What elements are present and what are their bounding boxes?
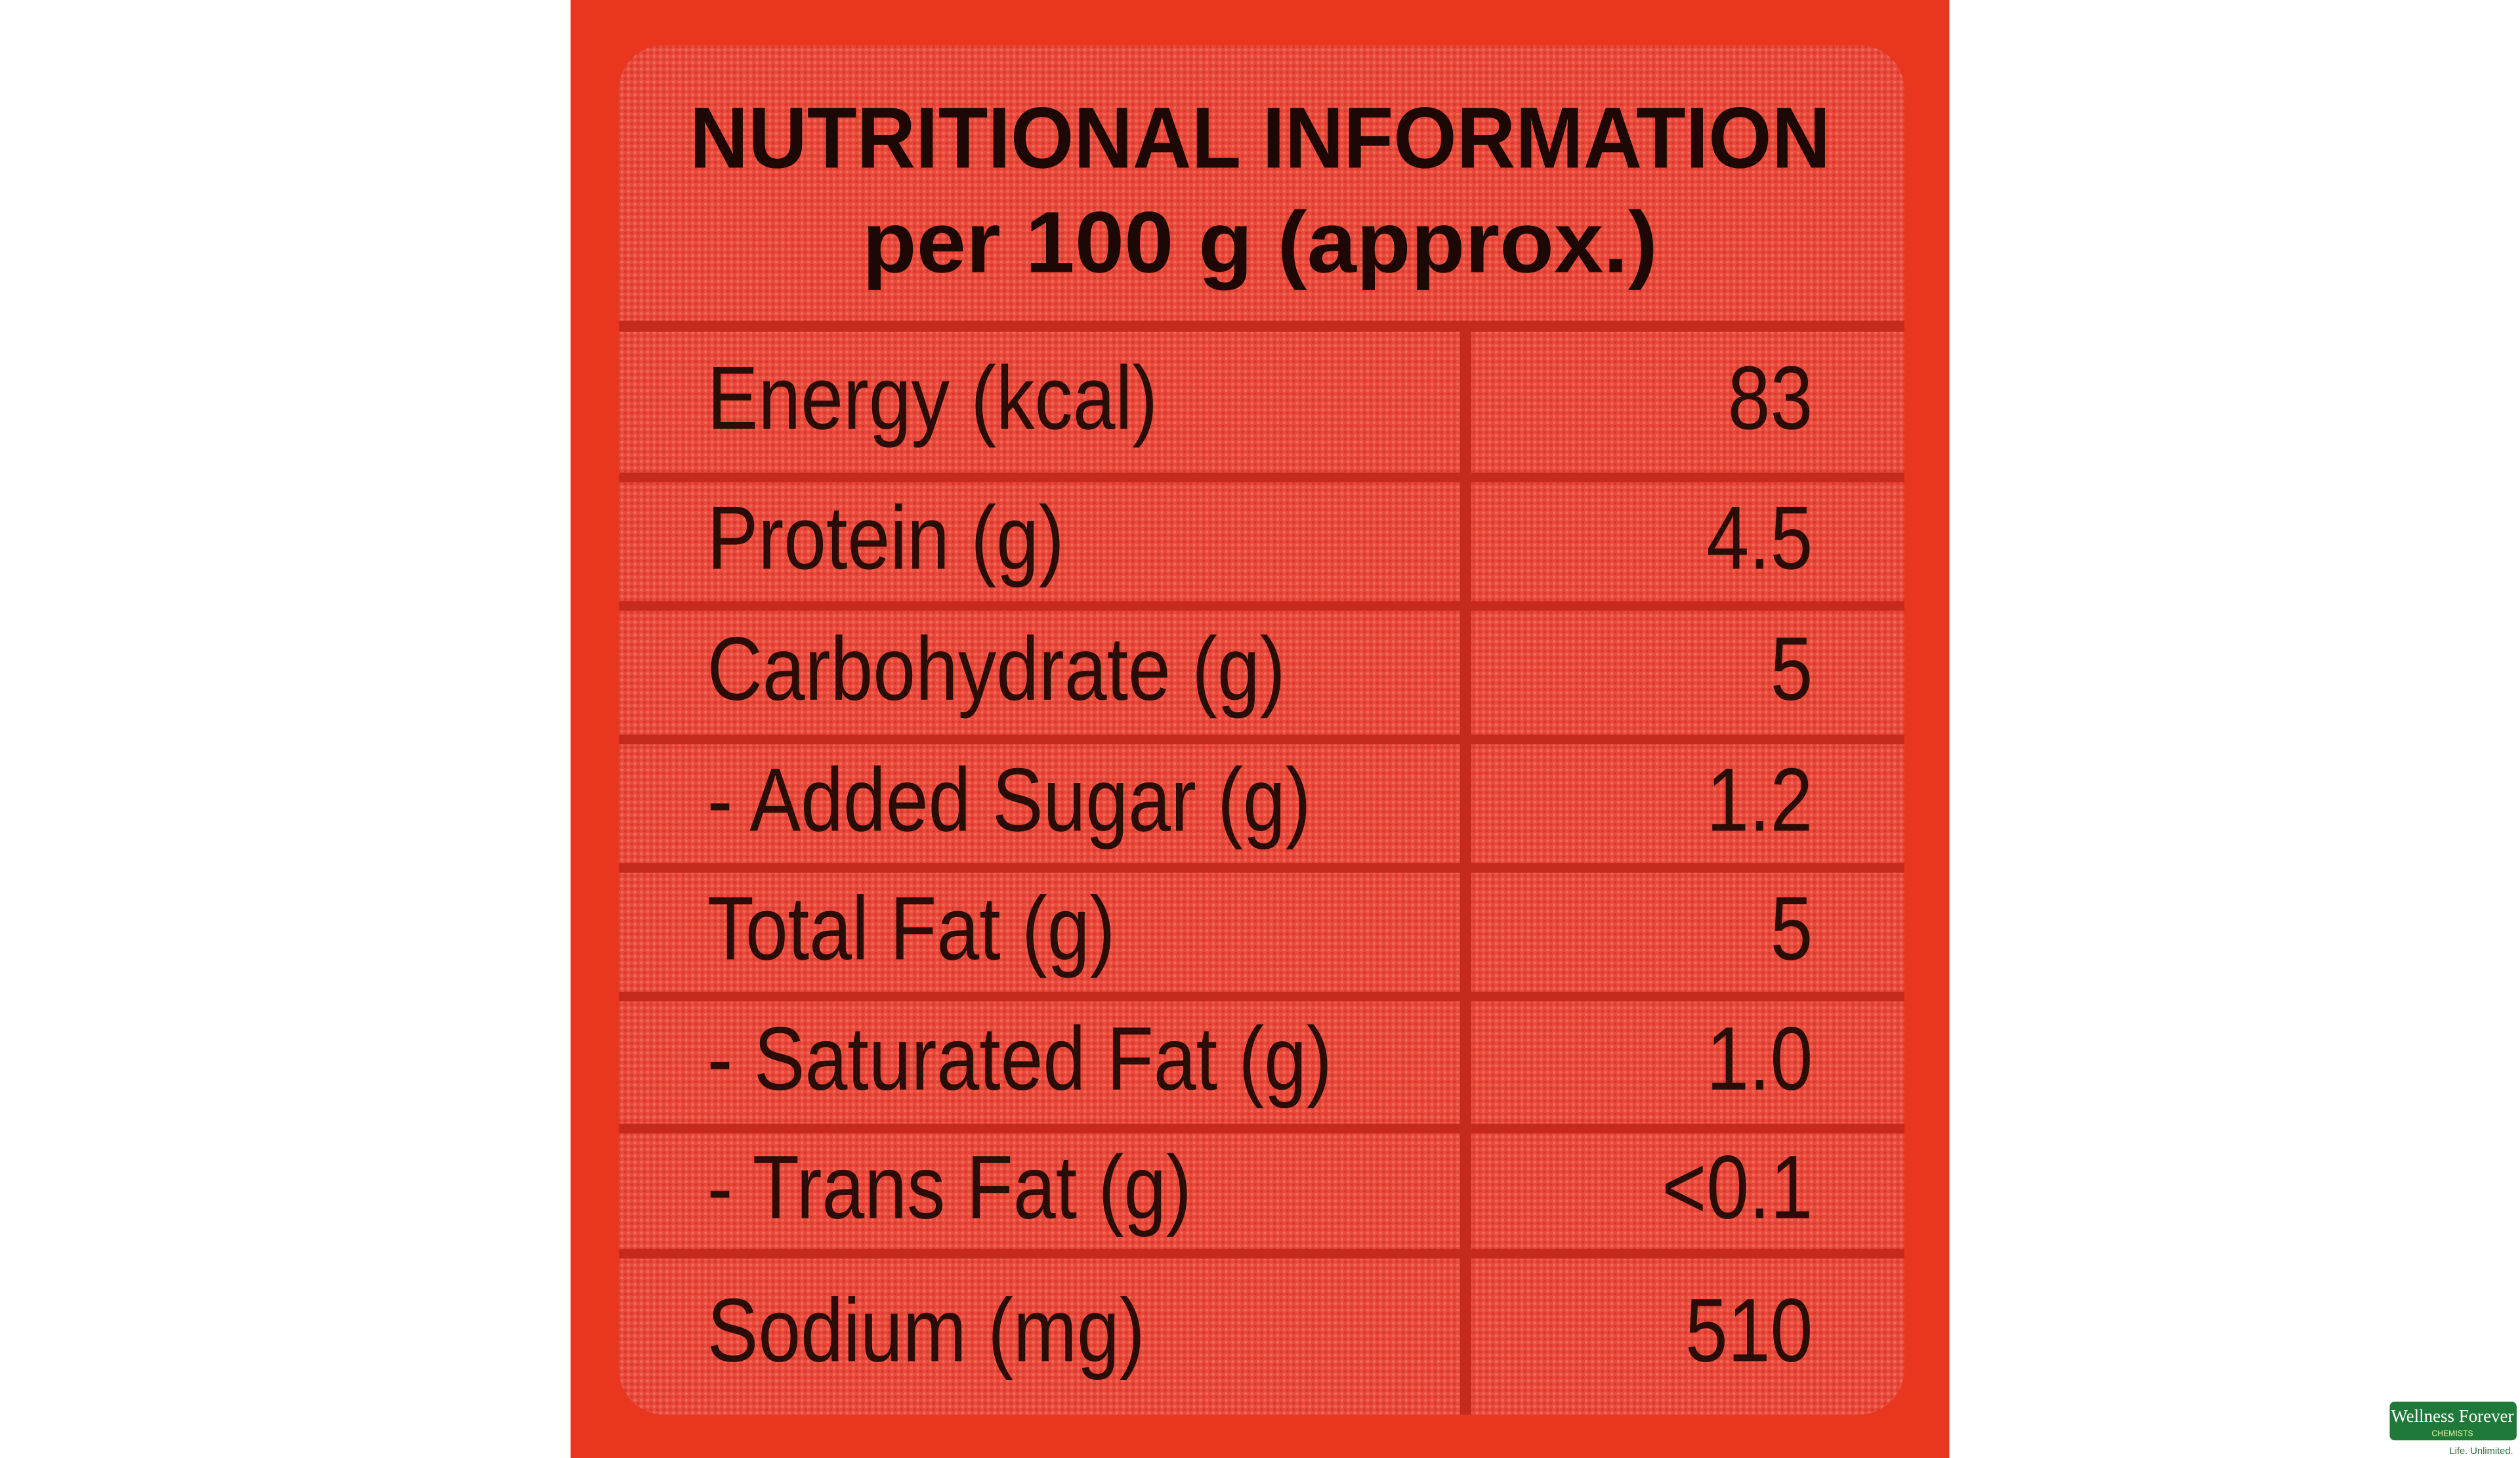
- logo-tagline: Life. Unlimited.: [2449, 1446, 2513, 1457]
- logo-brand: Wellness Forever: [2391, 1406, 2513, 1426]
- nutrient-label: Protein (g): [707, 487, 1064, 588]
- title-line: NUTRITIONAL INFORMATION: [690, 89, 1831, 186]
- nutrient-value: 1.0: [1706, 1008, 1813, 1109]
- nutrient-value: 1.2: [1706, 750, 1813, 850]
- nutrient-label: - Added Sugar (g): [707, 750, 1311, 850]
- nutrient-label: Sodium (mg): [707, 1280, 1145, 1381]
- logo: Wellness Forever CHEMISTS Life. Unlimite…: [2389, 1402, 2517, 1457]
- nutrient-label: - Saturated Fat (g): [707, 1008, 1332, 1109]
- title-line: per 100 g (approx.): [862, 194, 1658, 291]
- nutrient-value: 510: [1685, 1280, 1813, 1381]
- logo-badge: [2389, 1402, 2517, 1441]
- nutrient-label: Carbohydrate (g): [707, 618, 1286, 719]
- table-panel: [618, 45, 1904, 1415]
- nutrient-label: Total Fat (g): [707, 878, 1116, 978]
- nutrient-value: <0.1: [1662, 1137, 1813, 1237]
- nutrient-value: 83: [1728, 347, 1813, 448]
- table: Energy (kcal) 83 Protein (g) 4.5 Carbohydrat…: [618, 320, 1904, 1415]
- nutrient-value: 5: [1771, 618, 1813, 719]
- nutrient-label: - Trans Fat (g): [707, 1137, 1192, 1237]
- nutrient-value: 5: [1771, 878, 1813, 978]
- nutrient-value: 4.5: [1706, 487, 1813, 588]
- nutrient-label: Energy (kcal): [707, 347, 1158, 448]
- logo-sub: CHEMISTS: [2431, 1429, 2473, 1438]
